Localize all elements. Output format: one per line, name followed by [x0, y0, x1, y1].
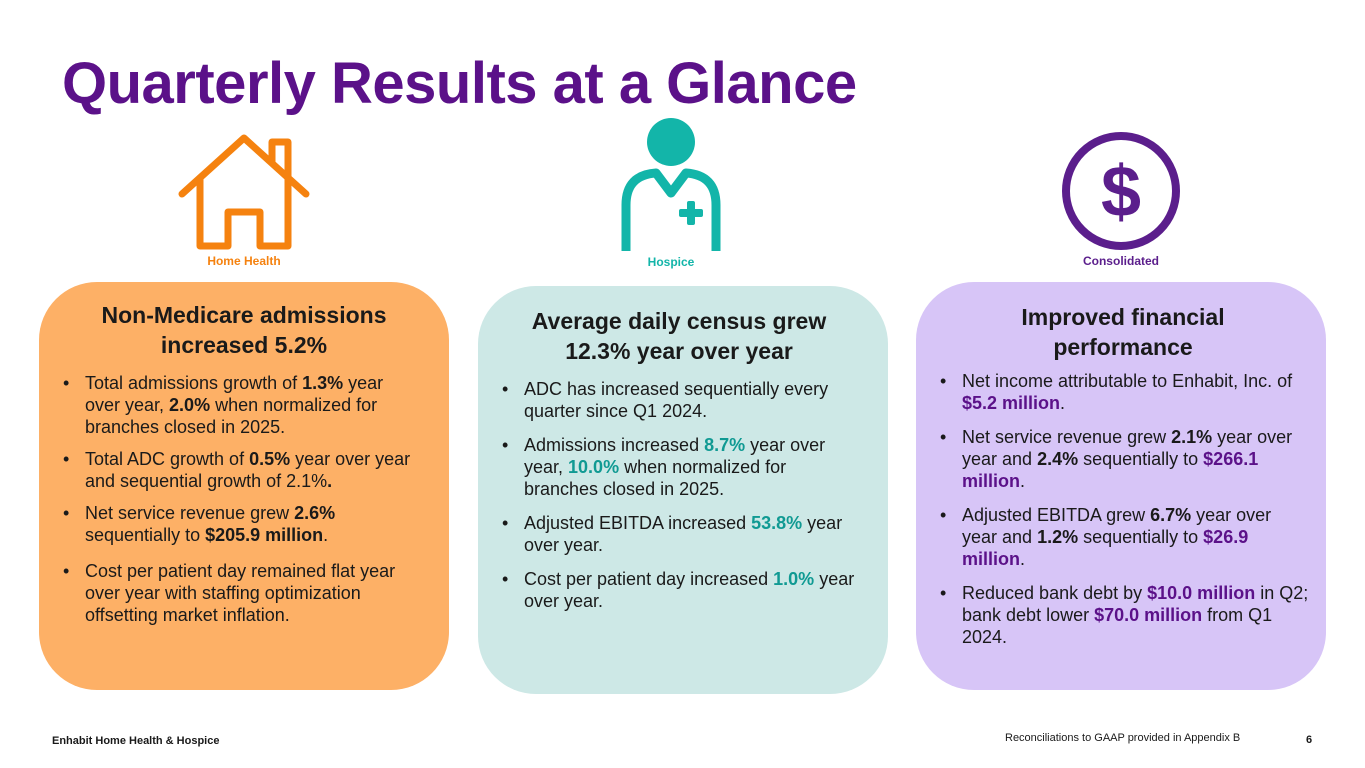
consolidated-label: Consolidated — [1082, 254, 1159, 268]
svg-text:$: $ — [1101, 152, 1141, 232]
home-health-bullets: Total admissions growth of 1.3% year ove… — [59, 372, 419, 626]
hospice-card: Average daily census grew 12.3% year ove… — [478, 286, 888, 694]
page-title: Quarterly Results at a Glance — [62, 51, 857, 116]
dollar-icon: $ — [1062, 132, 1180, 250]
list-item: ADC has increased sequentially every qua… — [498, 378, 860, 422]
list-item: Total ADC growth of 0.5% year over year … — [59, 448, 419, 492]
page-number: 6 — [1306, 734, 1313, 746]
house-icon — [178, 134, 310, 250]
list-item: Admissions increased 8.7% year over year… — [498, 434, 860, 500]
list-item: Adjusted EBITDA grew 6.7% year over year… — [936, 504, 1310, 570]
hospice-label: Hospice — [647, 255, 695, 269]
hospice-heading: Average daily census grew 12.3% year ove… — [531, 308, 827, 364]
list-item: Reduced bank debt by $10.0 million in Q2… — [936, 582, 1310, 648]
consolidated-card: Improved financial performance Net incom… — [916, 282, 1326, 690]
list-item: Net service revenue grew 2.6% sequential… — [59, 502, 419, 546]
home-health-heading: Non-Medicare admissions increased 5.2% — [101, 302, 387, 358]
nurse-icon — [621, 118, 721, 251]
consolidated-heading: Improved financial performance — [1021, 304, 1225, 360]
home-health-card: Non-Medicare admissions increased 5.2% T… — [39, 282, 449, 690]
footer-note: Reconciliations to GAAP provided in Appe… — [1005, 732, 1241, 744]
list-item: Net income attributable to Enhabit, Inc.… — [936, 370, 1310, 414]
consolidated-bullets: Net income attributable to Enhabit, Inc.… — [936, 370, 1310, 648]
list-item: Total admissions growth of 1.3% year ove… — [59, 372, 419, 438]
list-item: Net service revenue grew 2.1% year over … — [936, 426, 1310, 492]
home-health-label: Home Health — [207, 254, 281, 268]
list-item: Cost per patient day increased 1.0% year… — [498, 568, 860, 612]
list-item: Adjusted EBITDA increased 53.8% year ove… — [498, 512, 860, 556]
footer-company: Enhabit Home Health & Hospice — [52, 735, 220, 747]
list-item: Cost per patient day remained flat year … — [59, 560, 419, 626]
hospice-bullets: ADC has increased sequentially every qua… — [498, 378, 860, 612]
